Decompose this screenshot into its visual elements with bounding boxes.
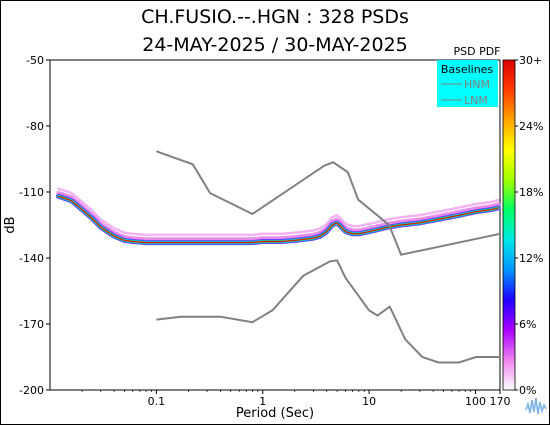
y-tick-label: -200 (19, 384, 44, 397)
x-tick-label: 1 (259, 395, 266, 408)
colorbar-tick-label: 30+ (519, 54, 542, 67)
chart-title: CH.FUSIO.--.HGN : 328 PSDs (141, 6, 409, 28)
psd-density-outer (56, 191, 501, 242)
baselines-layer (156, 150, 501, 364)
y-tick-label: -110 (19, 186, 44, 199)
legend-hnm-label: HNM (464, 78, 490, 91)
y-axis-label: dB (3, 216, 18, 233)
x-tick-label: 170 (490, 395, 511, 408)
y-tick-label: -140 (19, 252, 44, 265)
y-tick-label: -170 (19, 318, 44, 331)
hnm-line (156, 150, 501, 256)
y-tick-label: -80 (26, 120, 44, 133)
psd-density-peak (58, 196, 499, 243)
legend-title: Baselines (441, 63, 494, 76)
colorbar-tick-label: 18% (519, 186, 543, 199)
axes-layer: -50 -80 -110 -140 -170 -200 0.1 1 10 100 170 (19, 54, 510, 408)
colorbar: PSD PDF 0% 6% 12% 18% 24% 30+ (453, 45, 543, 397)
colorbar-tick-label: 6% (519, 318, 536, 331)
legend: Baselines HNM LNM (437, 60, 498, 107)
x-tick-label: 100 (465, 395, 486, 408)
y-tick-label: -50 (26, 54, 44, 67)
x-axis-label: Period (Sec) (236, 406, 314, 421)
colorbar-tick-label: 24% (519, 120, 543, 133)
colorbar-tick-label: 0% (519, 384, 536, 397)
colorbar-title: PSD PDF (453, 45, 500, 58)
psd-density-layer (55, 187, 501, 246)
x-tick-label: 0.1 (148, 395, 166, 408)
colorbar-gradient (502, 59, 516, 391)
plot-area (49, 59, 501, 391)
x-tick-label: 10 (362, 395, 376, 408)
psd-density-tail (57, 187, 500, 237)
logo-icon (525, 397, 547, 415)
lnm-line (156, 259, 500, 364)
colorbar-tick-label: 12% (519, 252, 543, 265)
colorbar-ticks: 0% 6% 12% 18% 24% 30+ (515, 54, 543, 397)
legend-lnm-label: LNM (464, 94, 488, 107)
chart-date-range: 24-MAY-2025 / 30-MAY-2025 (142, 34, 408, 56)
